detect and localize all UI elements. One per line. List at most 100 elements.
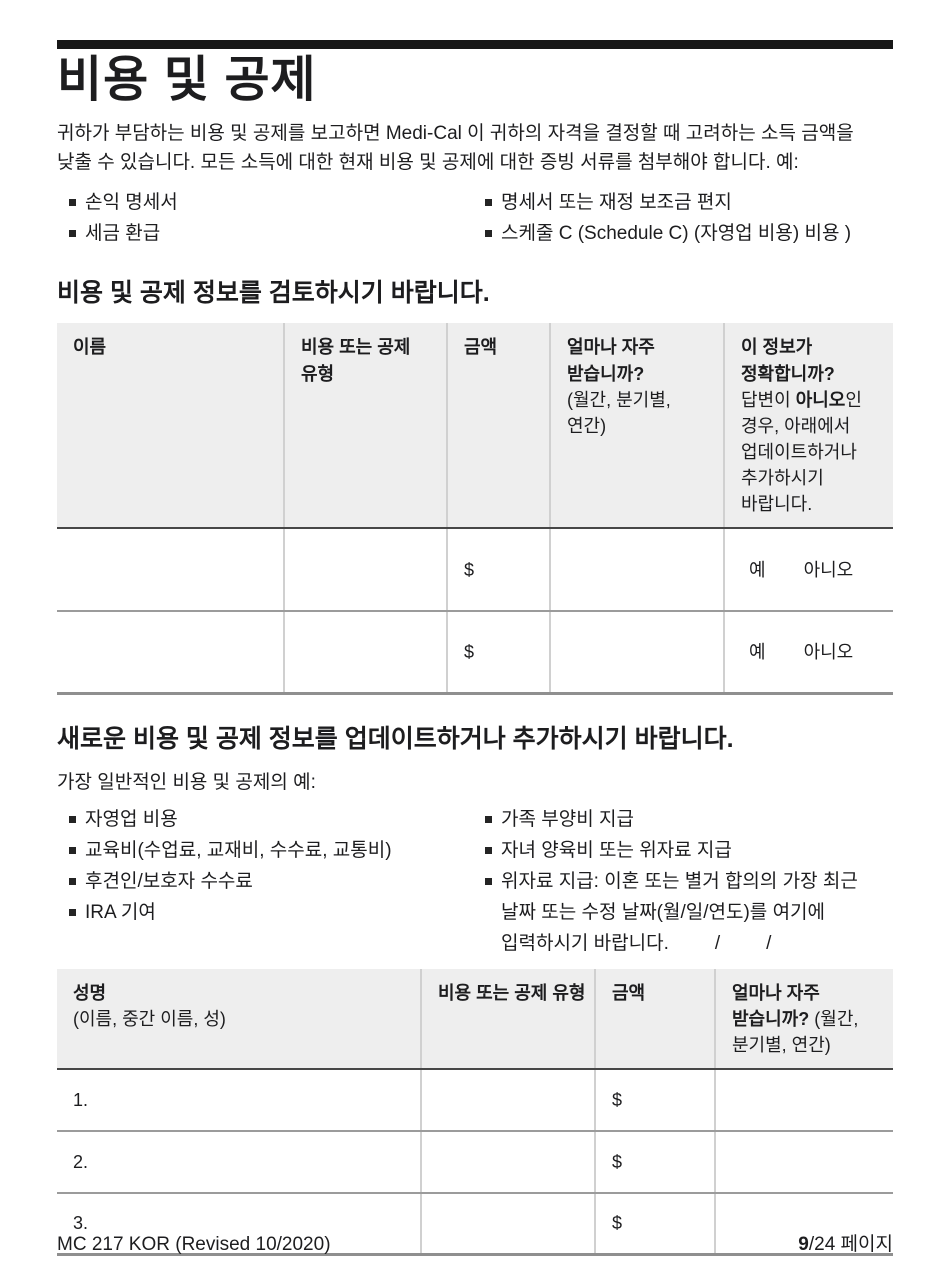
amount-entry-cell[interactable]: $ [446,529,549,611]
dollar-sign: $ [612,1089,623,1110]
add-table-row: 1. $ [57,1069,893,1132]
list-item-label: 가족 부양비 지급 [501,808,634,830]
no-option[interactable]: 아니오 [803,559,854,580]
list-item: 교육비(수업료, 교재비, 수수료, 교통비) [69,835,485,866]
list-item-label: 세금 환급 [85,223,161,245]
list-item-label: 교육비(수업료, 교재비, 수수료, 교통비) [85,839,392,861]
page-total: /24 페이지 [808,1234,893,1255]
add-table: 성명 (이름, 중간 이름, 성) 비용 또는 공제 유형 금액 얼마나 자주 … [57,968,893,1256]
intro-paragraph: 귀하가 부담하는 비용 및 공제를 보고하면 Medi-Cal 이 귀하의 자격… [57,123,854,173]
frequency-entry-cell[interactable] [549,529,723,611]
list-item-label: 자녀 양육비 또는 위자료 지급 [501,839,732,861]
list-item-label: 후견인/보호자 수수료 [85,870,253,892]
form-number: MC 217 KOR (Revised 10/2020) [57,1234,331,1255]
list-item: 후견인/보호자 수수료 [69,866,485,897]
type-entry-cell[interactable] [420,1131,594,1192]
fullname-header-label: 성명 [73,982,107,1003]
row-number: 1. [73,1089,89,1110]
bullet-square-icon [485,846,492,854]
column-header-correct: 이 정보가 정확합니까? 답변이 아니오인 경우, 아래에서 업데이트하거나 추… [723,323,893,528]
amount-entry-cell[interactable]: $ [446,612,549,693]
amount-entry-cell[interactable]: $ [594,1069,714,1130]
column-header-frequency: 얼마나 자주 받습니까? (월간, 분기별, 연간) [714,968,893,1068]
no-option[interactable]: 아니오 [803,642,854,663]
row-number: 2. [73,1151,89,1172]
frequency-header-note: (월간, 분기별, 연간) [567,389,671,436]
page-title: 비용 및 공제 [57,53,317,107]
divorce-date-field[interactable]: 위자료 지급: 이혼 또는 별거 합의의 가장 최근 날짜 또는 수정 날짜(월… [501,866,893,959]
review-section-heading: 비용 및 공제 정보를 검토하시기 바랍니다. [57,279,490,308]
column-header-fullname: 성명 (이름, 중간 이름, 성) [57,969,420,1068]
correct-header-note-post: 인 경우, 아래에서 업데이트하거나 추가하시기 바랍니다. [741,389,862,514]
add-table-row: 2. $ [57,1131,893,1194]
column-header-amount: 금액 [446,323,549,528]
examples-bullet-list: 자영업 비용 교육비(수업료, 교재비, 수수료, 교통비) 후견인/보호자 수… [57,804,893,959]
list-item: 손익 명세서 [69,187,485,218]
dollar-sign: $ [464,559,475,580]
yes-option[interactable]: 예 [749,642,766,663]
page-current: 9 [798,1234,809,1255]
bullet-square-icon [69,230,76,238]
bullet-square-icon [485,815,492,823]
column-header-amount: 금액 [594,968,714,1068]
column-header-name: 이름 [73,337,107,358]
list-item-alimony-date: 위자료 지급: 이혼 또는 별거 합의의 가장 최근 날짜 또는 수정 날짜(월… [485,866,893,959]
list-item: 스케줄 C (Schedule C) (자영업 비용) 비용 ) [485,218,893,249]
type-entry-cell[interactable] [283,529,446,611]
list-item-label: 명세서 또는 재정 보조금 편지 [501,192,732,214]
intro-bullet-list: 손익 명세서 세금 환급 명세서 또는 재정 보조금 편지 스케줄 C (Sch… [57,187,893,249]
amount-entry-cell[interactable]: $ [594,1193,714,1253]
list-item: 자녀 양육비 또는 위자료 지급 [485,835,893,866]
column-header-type: 비용 또는 공제 유형 [283,323,446,528]
date-slash-separator: / [714,932,721,954]
name-entry-cell[interactable] [57,529,283,610]
bullet-square-icon [485,199,492,207]
correct-header-note-pre: 답변이 [741,389,796,410]
name-entry-cell[interactable]: 2. [57,1132,420,1192]
bullet-square-icon [69,908,76,916]
yes-option[interactable]: 예 [749,559,766,580]
add-table-header-row: 성명 (이름, 중간 이름, 성) 비용 또는 공제 유형 금액 얼마나 자주 … [57,968,893,1070]
bullet-square-icon [485,877,492,885]
row-number: 3. [73,1213,89,1234]
name-entry-cell[interactable]: 1. [57,1070,420,1130]
page-footer: MC 217 KOR (Revised 10/2020) 9/24 페이지 [57,1229,893,1256]
bullet-square-icon [69,199,76,207]
list-item: 명세서 또는 재정 보조금 편지 [485,187,893,218]
type-entry-cell[interactable] [420,1069,594,1130]
list-item-label: 손익 명세서 [85,192,178,214]
frequency-entry-cell[interactable] [549,612,723,693]
top-rule-bar [57,40,893,49]
review-table-row: $ 예 아니오 [57,529,893,613]
update-subheading: 가장 일반적인 비용 및 공제의 예: [57,772,316,794]
list-item-label: IRA 기여 [85,901,156,923]
frequency-entry-cell[interactable] [714,1069,893,1130]
frequency-entry-cell[interactable] [714,1193,893,1253]
review-table: 이름 비용 또는 공제 유형 금액 얼마나 자주 받습니까? (월간, 분기별,… [57,323,893,696]
correct-choice-cell: 예 아니오 [723,612,893,693]
bullet-square-icon [69,846,76,854]
dollar-sign: $ [464,642,475,663]
update-section-heading: 새로운 비용 및 공제 정보를 업데이트하거나 추가하시기 바랍니다. [57,725,734,754]
frequency-header-label: 얼마나 자주 받습니까? [732,982,820,1029]
correct-choice-cell: 예 아니오 [723,529,893,611]
bullet-square-icon [69,877,76,885]
form-page: 비용 및 공제 귀하가 부담하는 비용 및 공제를 보고하면 Medi-Cal … [0,40,950,1270]
name-entry-cell[interactable] [57,612,283,692]
amount-entry-cell[interactable]: $ [594,1131,714,1192]
column-header-frequency: 얼마나 자주 받습니까? (월간, 분기별, 연간) [549,323,723,528]
column-header-type: 비용 또는 공제 유형 [420,968,594,1068]
fullname-header-note: (이름, 중간 이름, 성) [73,1008,226,1029]
type-entry-cell[interactable] [283,612,446,693]
type-entry-cell[interactable] [420,1193,594,1253]
list-item: 세금 환급 [69,218,485,249]
review-table-row: $ 예 아니오 [57,612,893,696]
correct-header-no-emphasis: 아니오 [795,389,846,410]
dollar-sign: $ [612,1213,623,1234]
list-item-label: 자영업 비용 [85,808,178,830]
list-item: IRA 기여 [69,897,485,928]
frequency-entry-cell[interactable] [714,1131,893,1192]
name-entry-cell[interactable]: 3. [57,1194,420,1253]
list-item-label: 스케줄 C (Schedule C) (자영업 비용) 비용 ) [501,223,852,245]
frequency-header-label: 얼마나 자주 받습니까? [567,337,655,384]
